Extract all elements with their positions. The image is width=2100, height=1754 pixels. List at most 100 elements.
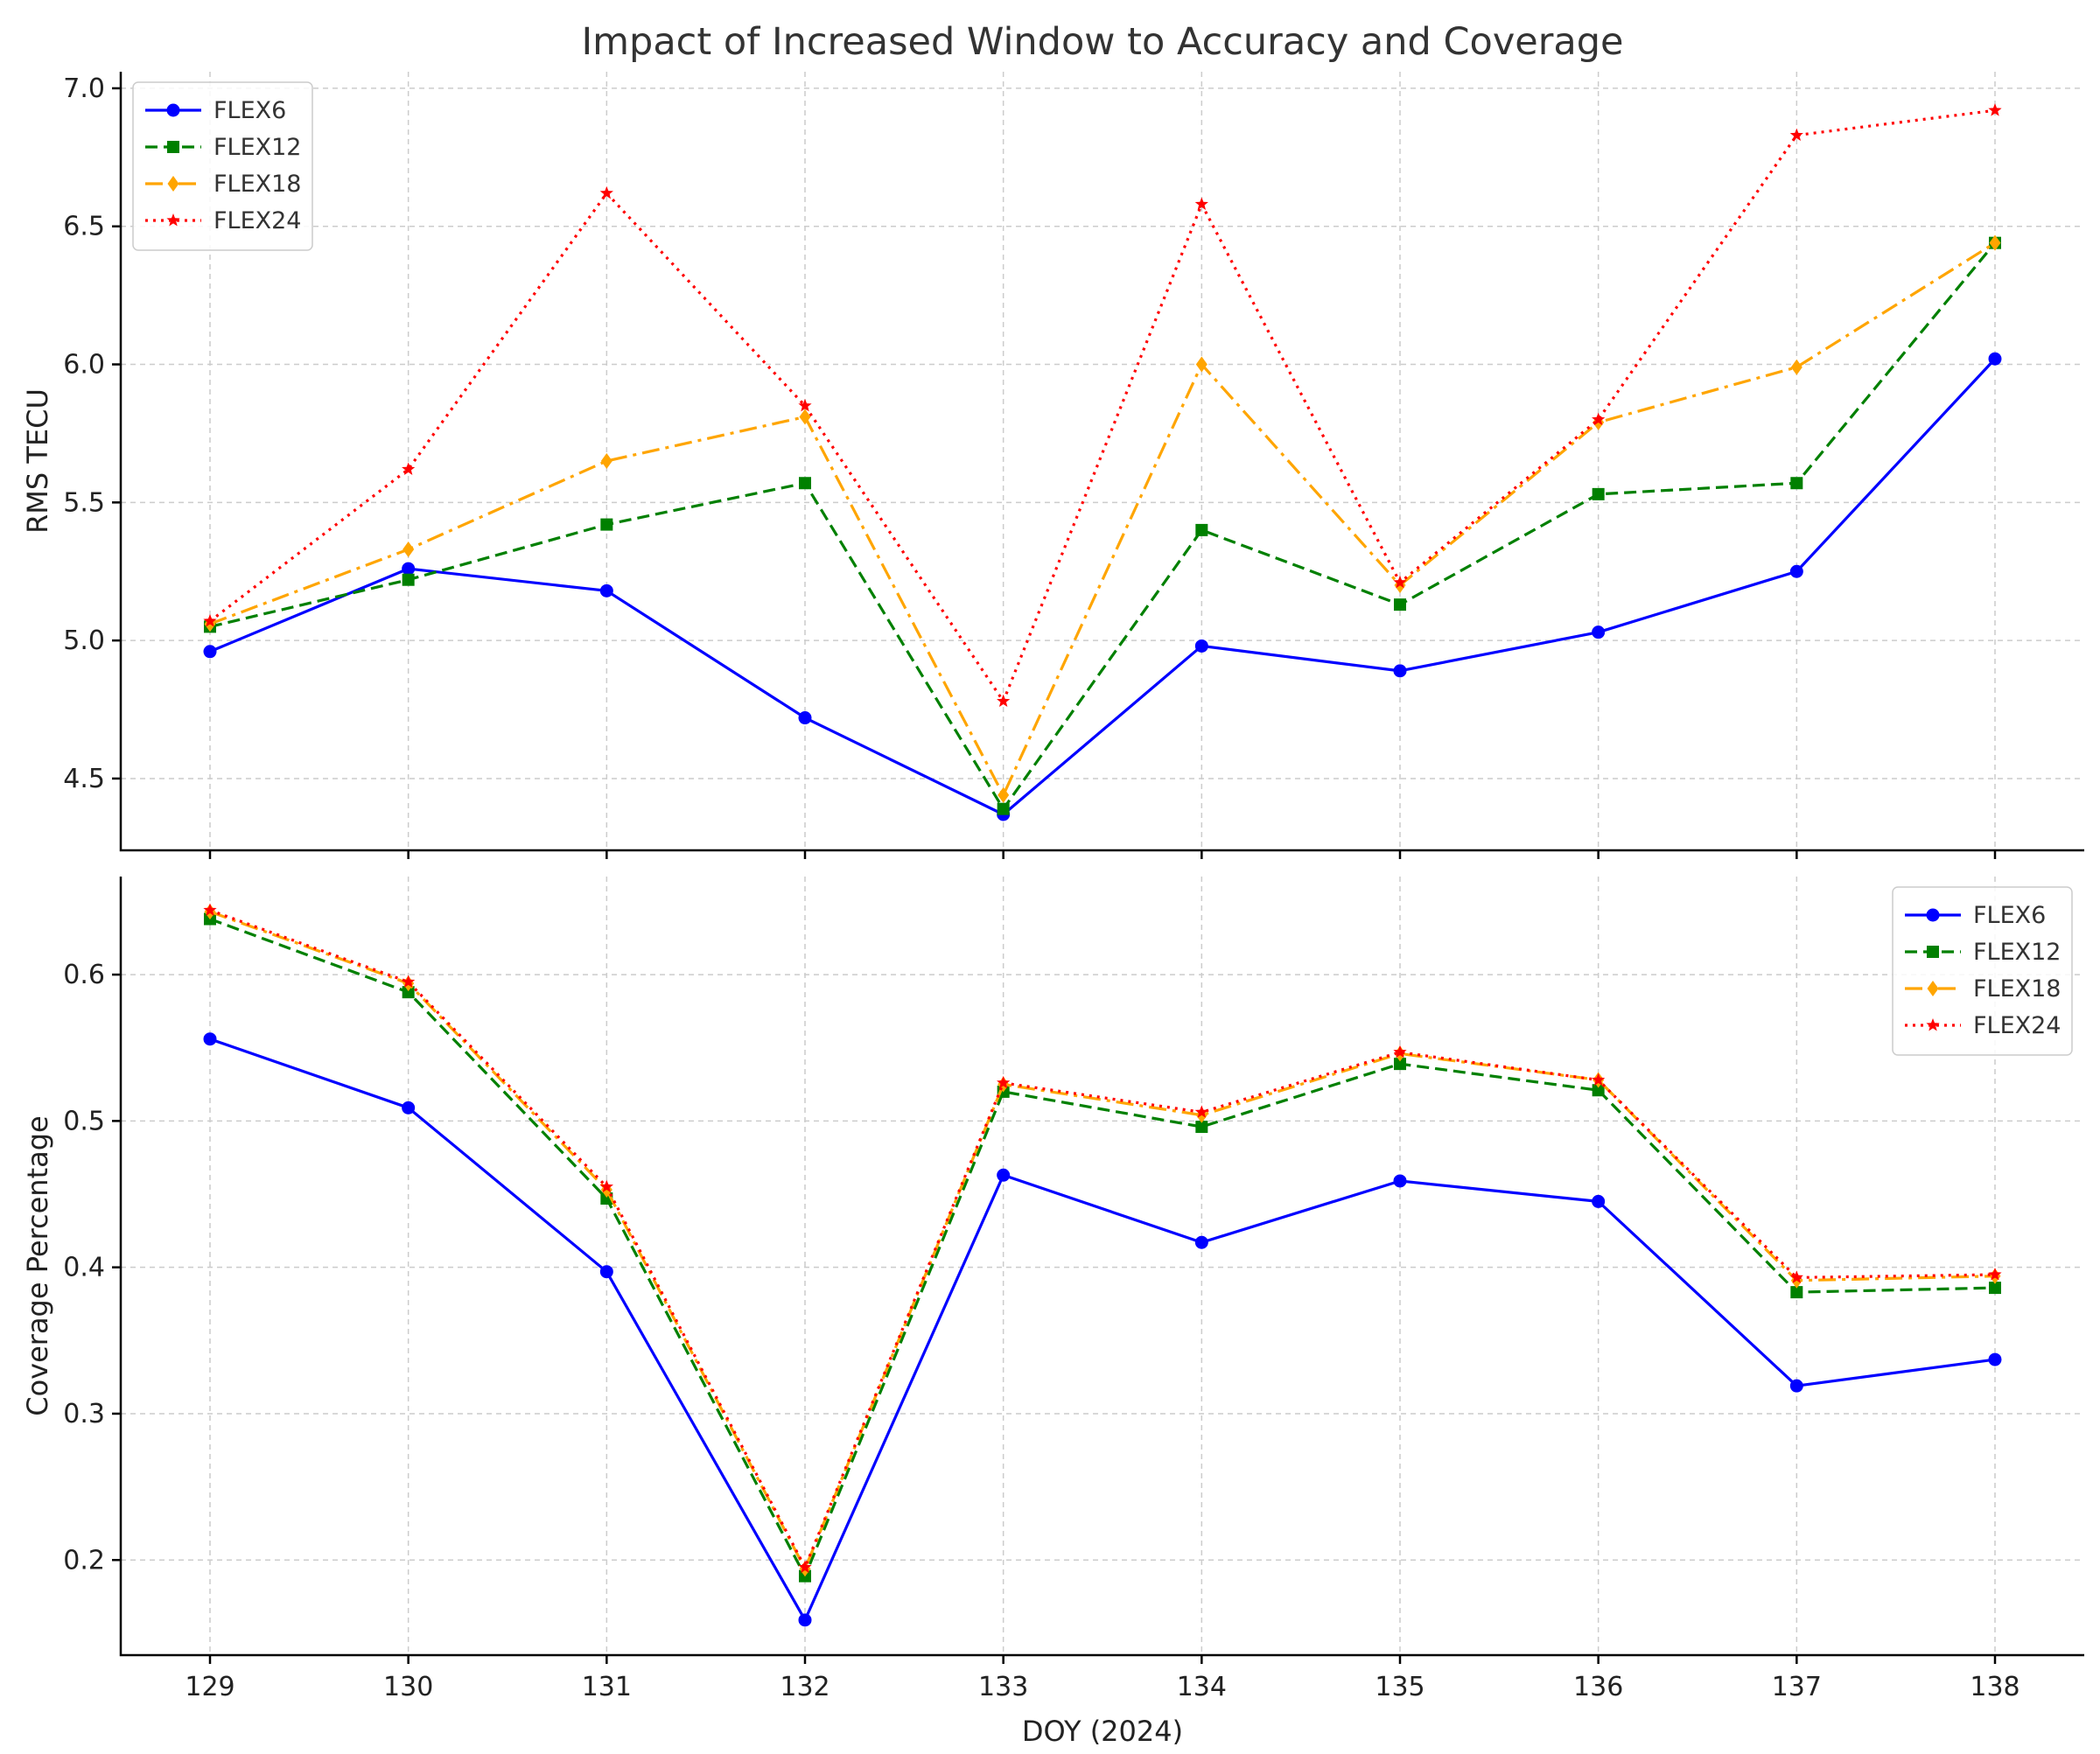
legend-marker xyxy=(167,176,179,192)
data-point-flex6 xyxy=(203,1032,217,1046)
x-tick-label: 134 xyxy=(1177,1672,1227,1702)
legend-marker xyxy=(1927,946,1939,958)
legend: FLEX6 FLEX12 FLEX18 FLEX24 xyxy=(132,81,313,251)
legend-label: FLEX6 xyxy=(214,97,286,124)
data-point-flex6 xyxy=(997,1168,1011,1182)
data-point-flex6 xyxy=(1194,639,1208,653)
data-point-flex12 xyxy=(1195,523,1208,536)
data-point-flex6 xyxy=(599,584,613,597)
data-point-flex6 xyxy=(1789,1379,1803,1393)
series-flex18 xyxy=(204,234,2001,803)
data-point-flex24 xyxy=(1393,1045,1407,1059)
series-line-flex24 xyxy=(209,908,1996,1569)
legend-label: FLEX6 xyxy=(1973,902,2046,929)
data-point-flex24 xyxy=(599,185,613,199)
series-flex24 xyxy=(203,903,2002,1574)
data-point-flex6 xyxy=(402,562,416,576)
legend-label: FLEX12 xyxy=(1973,939,2062,966)
data-point-flex12 xyxy=(1790,1286,1803,1299)
data-point-flex12 xyxy=(799,477,811,490)
data-point-flex6 xyxy=(1393,664,1407,678)
legend-label: FLEX24 xyxy=(214,207,302,234)
legend-entry-flex24: FLEX24 xyxy=(145,207,302,234)
data-point-flex18 xyxy=(799,409,811,425)
series-line-flex12 xyxy=(209,241,1997,811)
data-point-flex6 xyxy=(1194,1235,1208,1249)
data-point-flex24 xyxy=(1988,103,2002,116)
series-line-flex6 xyxy=(209,358,1997,816)
series-flex12 xyxy=(204,912,2001,1583)
data-point-flex12 xyxy=(600,518,613,531)
data-point-flex24 xyxy=(1393,575,1407,589)
data-point-flex24 xyxy=(1988,1268,2002,1281)
legend-entry-flex6: FLEX6 xyxy=(145,97,286,124)
legend-entry-flex18: FLEX18 xyxy=(145,171,302,198)
data-point-flex12 xyxy=(997,802,1010,815)
legend-label: FLEX18 xyxy=(214,171,302,198)
data-point-flex18 xyxy=(1195,356,1208,373)
series-line-flex18 xyxy=(209,241,1996,797)
legend-entry-flex12: FLEX12 xyxy=(1905,939,2062,966)
legend-marker xyxy=(167,141,179,153)
data-point-flex6 xyxy=(1988,352,2002,366)
chart-title: Impact of Increased Window to Accuracy a… xyxy=(581,20,1623,64)
data-point-flex6 xyxy=(798,711,812,725)
legend-marker xyxy=(1926,1018,1940,1031)
data-point-flex6 xyxy=(1988,1352,2002,1366)
data-point-flex12 xyxy=(1195,1121,1208,1134)
y-tick-label: 7.0 xyxy=(63,73,105,104)
data-point-flex12 xyxy=(1592,1084,1605,1097)
data-point-flex6 xyxy=(1592,1194,1606,1208)
series-flex6 xyxy=(203,1032,2002,1627)
data-point-flex24 xyxy=(798,398,812,412)
series-line-flex12 xyxy=(209,918,1996,1578)
data-point-flex24 xyxy=(997,1075,1011,1089)
y-tick-label: 0.5 xyxy=(63,1106,105,1136)
data-point-flex24 xyxy=(203,903,217,916)
legend-entry-flex12: FLEX12 xyxy=(145,134,302,161)
data-point-flex24 xyxy=(1194,197,1208,210)
data-point-flex18 xyxy=(1790,359,1802,375)
x-tick-label: 129 xyxy=(185,1672,234,1702)
data-point-flex12 xyxy=(402,573,415,586)
legend-entry-flex24: FLEX24 xyxy=(1905,1012,2062,1039)
axis-spines xyxy=(119,72,2084,852)
legend: FLEX6 FLEX12 FLEX18 FLEX24 xyxy=(1892,886,2073,1056)
data-point-flex6 xyxy=(1592,625,1606,639)
data-point-flex6 xyxy=(1393,1174,1407,1188)
data-point-flex24 xyxy=(599,1179,613,1193)
series-line-flex6 xyxy=(209,1038,1996,1622)
x-tick-label: 138 xyxy=(1970,1672,2020,1702)
x-tick-label: 136 xyxy=(1573,1672,1623,1702)
data-point-flex24 xyxy=(1592,412,1606,426)
legend-frame xyxy=(132,81,313,251)
legend-marker xyxy=(166,213,180,227)
y-tick-label: 5.0 xyxy=(63,625,105,656)
y-tick-label: 0.6 xyxy=(63,960,105,990)
series-flex12 xyxy=(204,236,2001,815)
data-point-flex12 xyxy=(1790,477,1803,490)
series-flex6 xyxy=(203,352,2002,821)
legend-label: FLEX18 xyxy=(1973,975,2062,1003)
x-tick-label: 132 xyxy=(780,1672,830,1702)
axis-spines xyxy=(119,877,2084,1657)
y-tick-label: 5.5 xyxy=(63,487,105,518)
data-point-flex18 xyxy=(600,453,612,469)
y-axis-label: Coverage Percentage xyxy=(21,1115,54,1416)
legend-label: FLEX24 xyxy=(1973,1012,2062,1039)
data-point-flex18 xyxy=(402,541,415,557)
data-point-flex24 xyxy=(402,462,416,475)
y-tick-label: 6.5 xyxy=(63,212,105,242)
data-point-flex6 xyxy=(1789,564,1803,578)
data-point-flex6 xyxy=(203,645,217,659)
coverage-panel: 0.2 0.3 0.4 0.5 0.6 129 130 131 132 133 134 135 136 1… xyxy=(21,877,2084,1748)
data-point-flex12 xyxy=(1394,1058,1406,1071)
data-point-flex12 xyxy=(1592,487,1605,500)
series-flex18 xyxy=(204,904,2001,1577)
series-line-flex24 xyxy=(209,108,1996,703)
x-tick-label: 137 xyxy=(1772,1672,1822,1702)
x-tick-label: 130 xyxy=(383,1672,433,1702)
data-point-flex6 xyxy=(798,1613,812,1627)
data-point-flex24 xyxy=(203,614,217,627)
